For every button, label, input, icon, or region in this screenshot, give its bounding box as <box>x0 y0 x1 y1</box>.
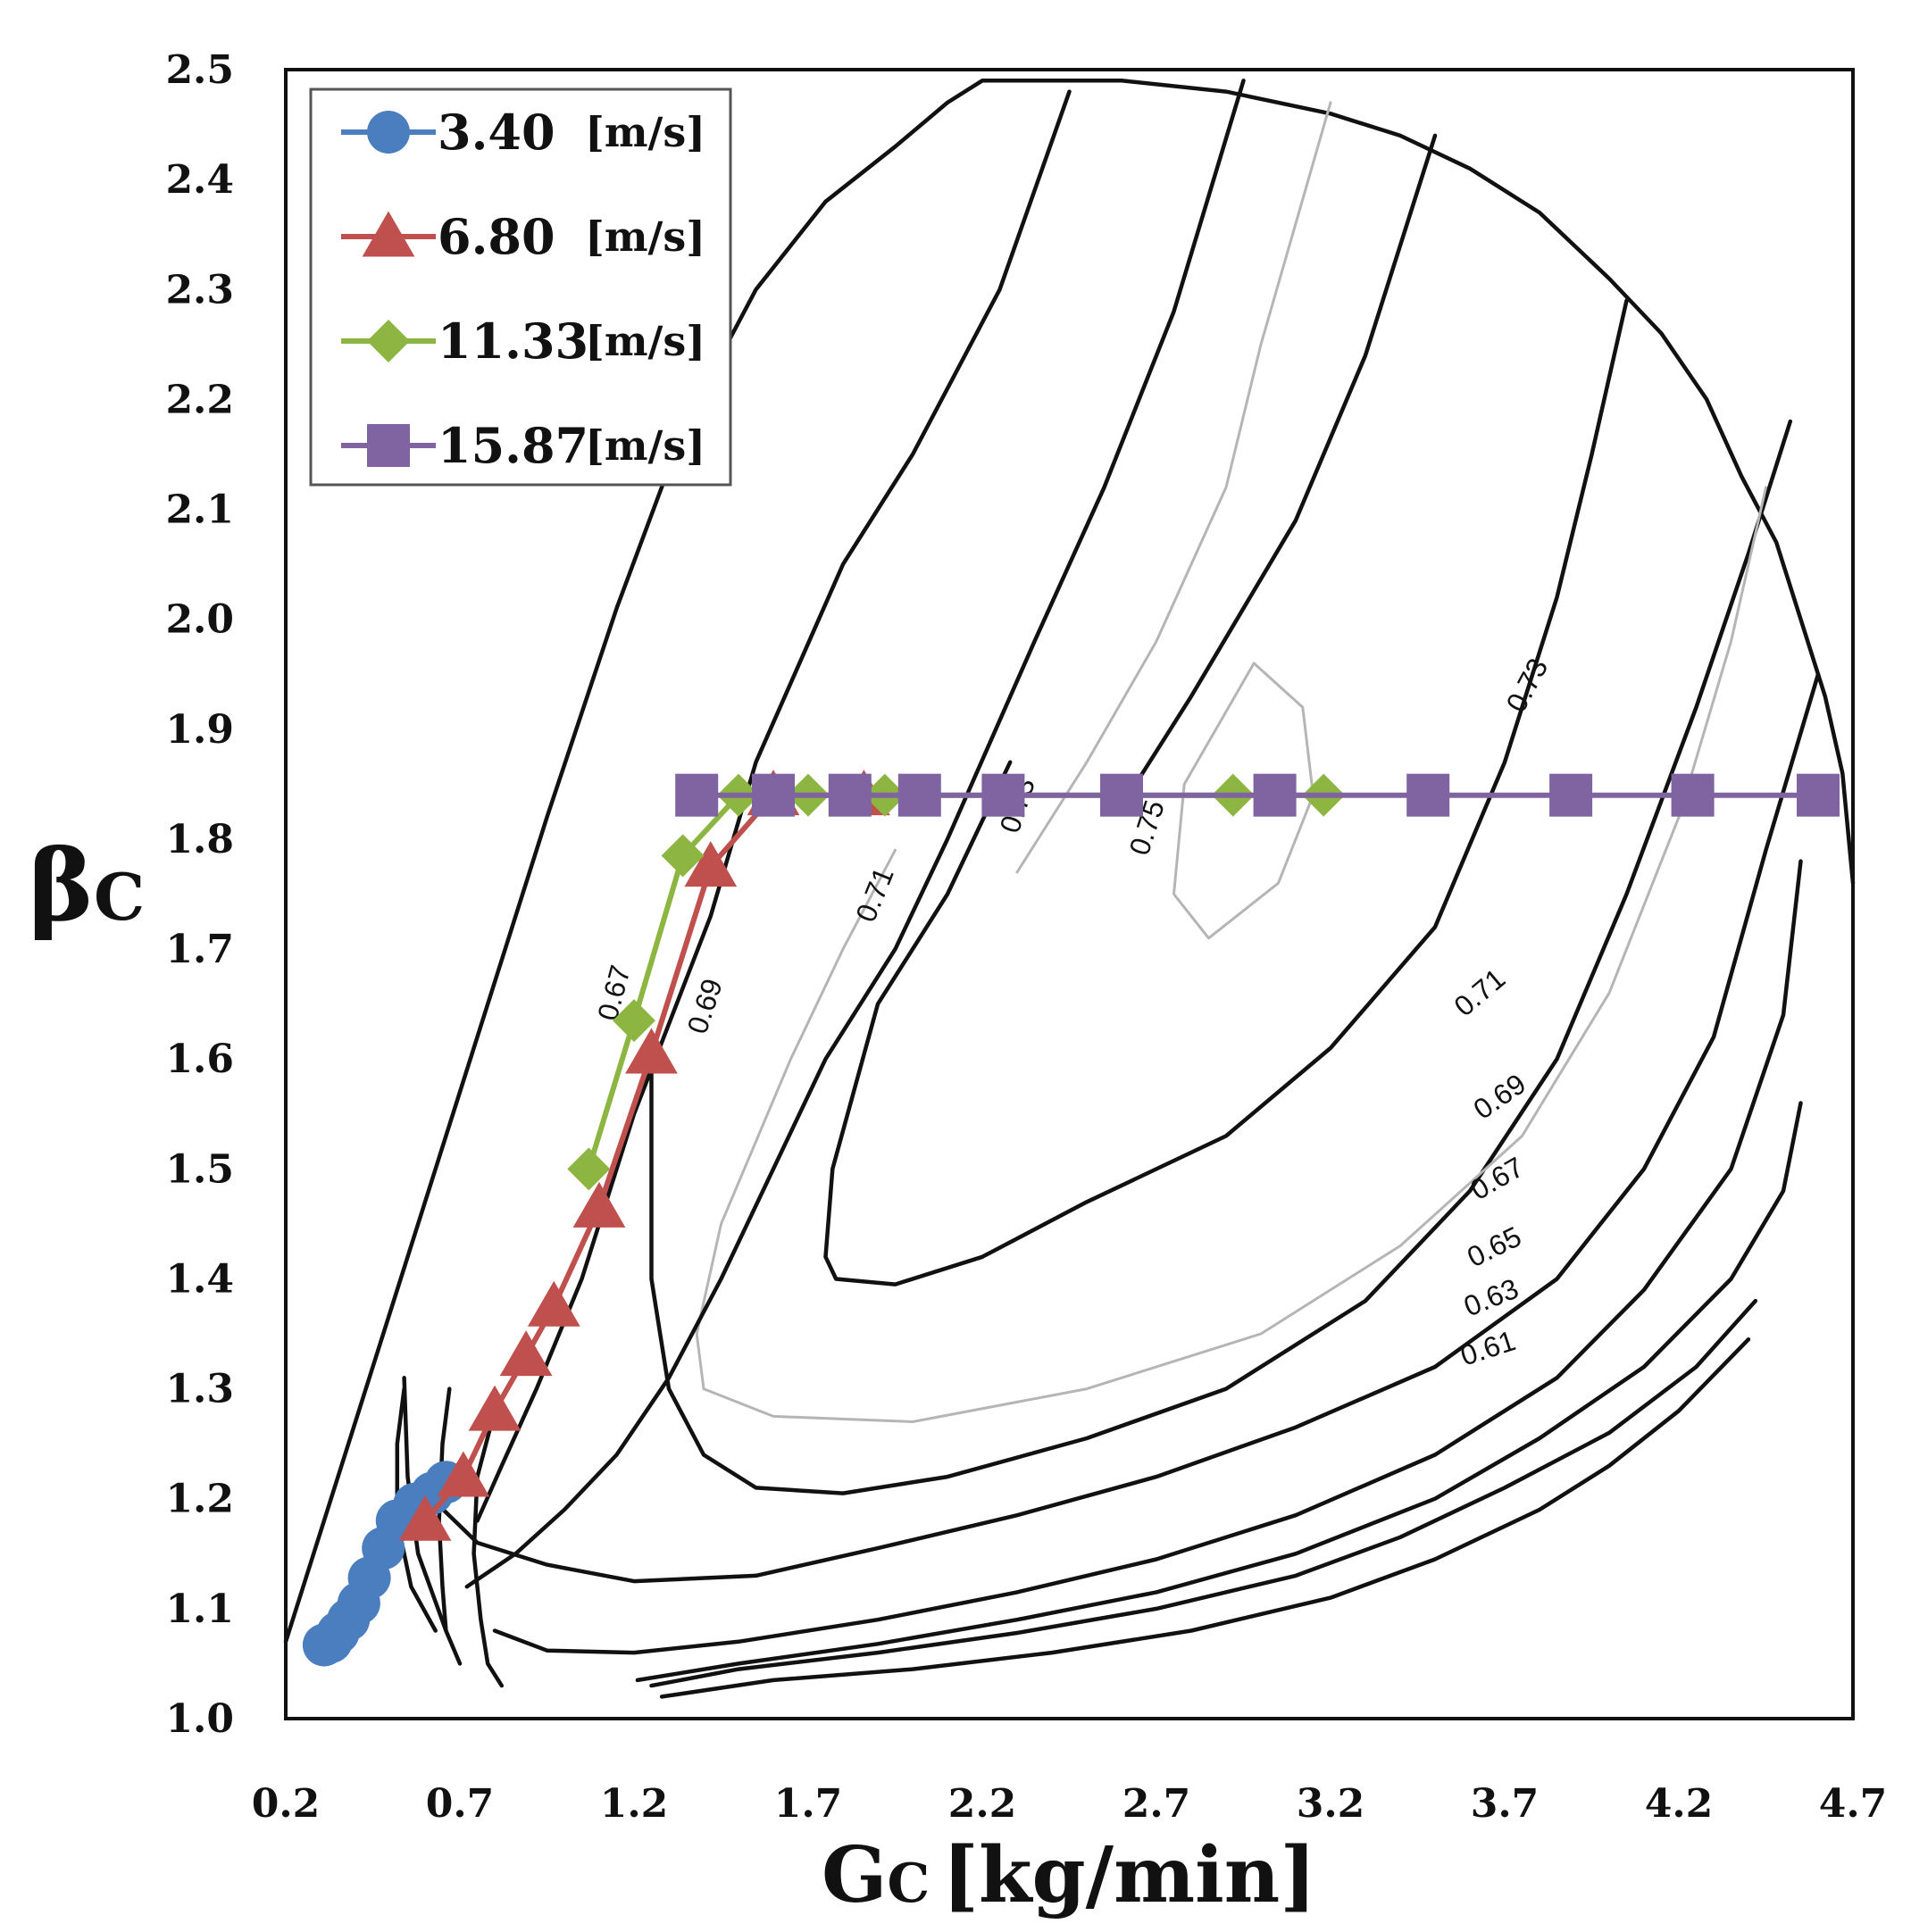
data-point-square <box>1549 773 1593 817</box>
legend-item: 3.40 [m/s] <box>341 104 705 161</box>
y-tick-label: 2.5 <box>165 47 234 93</box>
x-tick-label: 4.2 <box>1645 1781 1714 1827</box>
series-triangle <box>398 770 890 1541</box>
legend-label: 3.40 <box>438 104 555 161</box>
contour-line-061 <box>659 1337 1751 1699</box>
x-tick-label: 0.7 <box>426 1781 495 1827</box>
data-point-square <box>1253 773 1297 817</box>
plot-area-frame <box>284 68 1855 1720</box>
legend-unit: [m/s] <box>585 317 705 365</box>
x-tick-label: 2.7 <box>1122 1781 1191 1827</box>
legend-label: 6.80 <box>438 208 555 265</box>
contour-line-17 <box>1015 101 1332 874</box>
y-tick-label: 1.4 <box>165 1256 234 1302</box>
y-tick-label: 1.8 <box>165 817 234 862</box>
legend-marker-square <box>367 424 410 467</box>
y-tick-label: 2.1 <box>165 487 234 533</box>
data-point-diamond <box>567 1147 611 1191</box>
contour-line-073 <box>823 298 1629 1287</box>
legend-unit: [m/s] <box>585 212 705 261</box>
data-point-triangle <box>572 1181 626 1228</box>
contour-lines <box>283 79 1856 1699</box>
legend-item: 11.33[m/s] <box>341 312 705 370</box>
x-axis-title: GC [kg/min] <box>822 1830 1316 1920</box>
x-tick-label: 0.2 <box>252 1781 321 1827</box>
data-point-diamond <box>613 999 655 1043</box>
contour-line-071 <box>649 419 1793 1495</box>
x-tick-label: 1.7 <box>774 1781 843 1827</box>
y-tick-label: 1.1 <box>165 1586 234 1632</box>
y-tick-label: 1.6 <box>165 1037 234 1082</box>
data-point-triangle <box>684 841 738 887</box>
data-point-triangle <box>468 1385 522 1431</box>
contour-line-069 <box>430 671 1821 1584</box>
y-tick-label: 1.3 <box>165 1367 234 1412</box>
legend-label: 15.87 <box>438 417 588 474</box>
legend-item: 6.80 [m/s] <box>341 208 705 265</box>
y-tick-label: 1.9 <box>165 707 234 753</box>
legend-unit: [m/s] <box>585 421 705 470</box>
legend-items: 3.40 [m/s]6.80 [m/s]11.33[m/s]15.87[m/s] <box>341 104 705 474</box>
data-point-square <box>1100 773 1143 817</box>
legend-marker-triangle <box>362 211 415 257</box>
x-tick-label: 1.2 <box>600 1781 669 1827</box>
contour-line-065 <box>635 1101 1803 1683</box>
data-point-triangle <box>625 1028 678 1074</box>
contour-line-14 <box>475 89 1072 1523</box>
data-series <box>302 770 1840 1667</box>
legend-label: 11.33 <box>438 312 588 370</box>
legend-unit: [m/s] <box>585 108 705 156</box>
contour-line-13 <box>695 486 1767 1423</box>
y-axis-title: βC <box>29 828 145 943</box>
y-tick-label: 2.0 <box>165 597 234 643</box>
y-axis-title-main: β <box>29 828 94 943</box>
y-tick-label: 1.0 <box>165 1696 234 1742</box>
data-point-square <box>897 773 941 817</box>
x-tick-label: 3.7 <box>1471 1781 1540 1827</box>
contour-line-067 <box>492 859 1803 1655</box>
contour-line-15 <box>464 79 1246 1589</box>
data-point-square <box>981 773 1025 817</box>
legend-marker-circle <box>367 111 410 154</box>
data-point-square <box>1797 773 1840 817</box>
legend-item: 15.87[m/s] <box>341 417 705 474</box>
y-tick-label: 1.2 <box>165 1477 234 1522</box>
x-tick-label: 4.7 <box>1819 1781 1888 1827</box>
contour-line-2 <box>437 1387 463 1666</box>
legend-marker-diamond <box>367 320 410 362</box>
y-tick-label: 1.5 <box>165 1146 234 1192</box>
contour-line-075 <box>1172 662 1314 940</box>
contour-line-boundary <box>283 79 1856 1645</box>
y-tick-label: 2.3 <box>165 267 234 312</box>
data-point-square <box>1671 773 1715 817</box>
x-axis-title-main: G <box>822 1830 887 1920</box>
contour-line-16 <box>1119 133 1438 809</box>
series-square <box>675 773 1840 817</box>
legend: 3.40 [m/s]6.80 [m/s]11.33[m/s]15.87[m/s] <box>309 87 732 487</box>
data-point-square <box>675 773 719 817</box>
contour-line-3 <box>471 1408 505 1688</box>
contour-line-063 <box>649 1298 1758 1688</box>
x-axis-title-unit: [kg/min] <box>942 1830 1316 1920</box>
x-tick-label: 2.2 <box>948 1781 1017 1827</box>
data-point-diamond <box>661 834 705 878</box>
data-point-square <box>752 773 795 817</box>
x-axis-title-sub: C <box>887 1853 930 1915</box>
data-point-square <box>1406 773 1450 817</box>
y-tick-label: 2.2 <box>165 377 234 422</box>
series-line-triangle <box>422 792 864 1523</box>
data-point-triangle <box>398 1495 452 1541</box>
data-point-triangle <box>499 1330 553 1377</box>
x-axis-ticks: 0.2 0.7 1.2 1.7 2.2 2.7 3.2 3.7 4.2 4.7 <box>252 1781 1888 1827</box>
y-tick-label: 2.4 <box>165 157 234 203</box>
x-tick-label: 3.2 <box>1297 1781 1365 1827</box>
legend-box <box>309 87 732 487</box>
data-point-triangle <box>437 1451 490 1497</box>
y-axis-title-sub: C <box>94 859 145 935</box>
y-tick-label: 1.7 <box>165 927 234 972</box>
data-point-triangle <box>527 1280 580 1327</box>
data-point-square <box>828 773 872 817</box>
y-axis-ticks: 1.0 1.1 1.2 1.3 1.4 1.5 1.6 1.7 1.8 1.9 2.0 2.1 2.2 2… <box>165 47 234 1742</box>
